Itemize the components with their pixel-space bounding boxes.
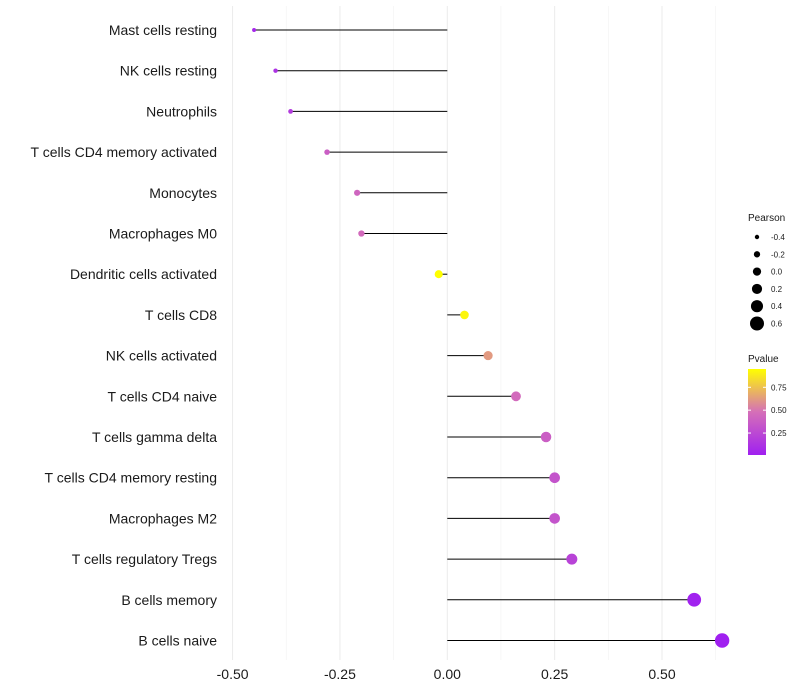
pearson-legend-key xyxy=(753,251,761,258)
pvalue-legend-title: Pvalue xyxy=(748,354,779,365)
pearson-legend-title: Pearson xyxy=(748,213,785,224)
pearson-legend-key xyxy=(750,316,764,331)
data-point xyxy=(354,189,361,196)
category-label: Mast cells resting xyxy=(109,22,217,38)
category-label: T cells regulatory Tregs xyxy=(72,551,217,567)
category-label: Monocytes xyxy=(149,185,217,201)
pearson-legend: Pearson -0.4 -0.2 0.0 0.2 0.4 0.6 xyxy=(748,213,785,331)
x-tick-label: 0.00 xyxy=(434,666,461,682)
category-labels: Mast cells resting NK cells resting Neutro… xyxy=(31,22,218,649)
category-label: T cells gamma delta xyxy=(92,429,217,445)
pearson-legend-key xyxy=(751,283,763,294)
data-point xyxy=(252,28,257,32)
x-tick-label: -0.25 xyxy=(324,666,356,682)
data-point xyxy=(483,351,493,361)
pvalue-legend: Pvalue 0.75 0.50 0.25 xyxy=(748,354,787,455)
data-point xyxy=(434,270,443,279)
category-label: T cells CD8 xyxy=(145,307,217,323)
pearson-legend-key xyxy=(754,234,760,240)
pearson-legend-label: 0.4 xyxy=(771,302,783,311)
category-label: NK cells resting xyxy=(120,63,217,79)
pearson-legend-label: 0.6 xyxy=(771,320,783,329)
pearson-legend-label: 0.0 xyxy=(771,268,783,277)
data-point xyxy=(273,68,278,73)
category-label: NK cells activated xyxy=(106,348,217,364)
x-tick-label: -0.50 xyxy=(217,666,249,682)
grid-lines xyxy=(232,6,716,660)
x-tick-label: 0.50 xyxy=(648,666,675,682)
pearson-legend-key xyxy=(752,267,762,276)
data-point xyxy=(324,149,330,155)
stems xyxy=(254,29,723,641)
category-label: T cells CD4 naive xyxy=(108,388,218,404)
pvalue-legend-label: 0.25 xyxy=(771,429,787,438)
category-label: B cells memory xyxy=(121,592,217,608)
data-point xyxy=(549,472,560,484)
pearson-legend-label: 0.2 xyxy=(771,285,783,294)
category-label: Dendritic cells activated xyxy=(70,266,217,282)
points xyxy=(252,28,730,648)
pvalue-colorbar xyxy=(748,369,766,455)
pvalue-legend-label: 0.50 xyxy=(771,406,787,415)
x-tick-labels: -0.50 -0.25 0.00 0.25 0.50 xyxy=(217,666,676,682)
category-label: B cells naive xyxy=(138,633,217,649)
pvalue-legend-label: 0.75 xyxy=(771,383,787,392)
data-point xyxy=(460,310,469,320)
data-point xyxy=(288,109,293,114)
category-label: Neutrophils xyxy=(146,103,217,119)
data-point xyxy=(358,230,365,237)
category-label: T cells CD4 memory resting xyxy=(45,470,217,486)
pearson-legend-key xyxy=(750,300,764,313)
data-point xyxy=(540,431,552,443)
data-point xyxy=(687,592,702,607)
pearson-legend-label: -0.4 xyxy=(771,233,785,242)
category-label: T cells CD4 memory activated xyxy=(31,144,217,160)
data-point xyxy=(714,633,730,648)
category-label: Macrophages M0 xyxy=(109,226,217,242)
data-point xyxy=(549,513,560,524)
data-point xyxy=(511,391,521,402)
data-point xyxy=(566,553,578,565)
category-label: Macrophages M2 xyxy=(109,510,217,526)
x-tick-label: 0.25 xyxy=(541,666,568,682)
pearson-legend-label: -0.2 xyxy=(771,250,785,259)
